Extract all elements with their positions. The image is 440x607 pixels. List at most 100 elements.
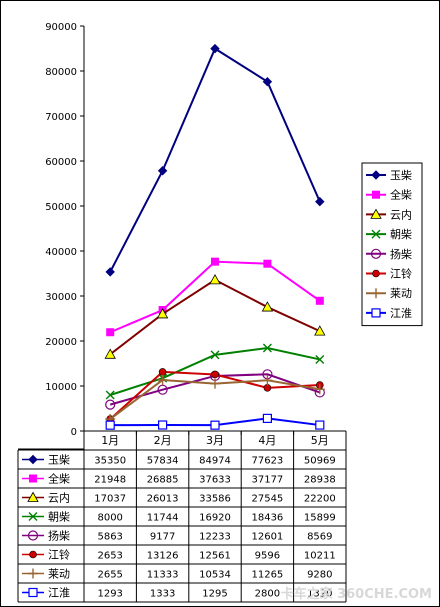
data-label: 1320 <box>307 589 332 600</box>
legend-label: 玉柴 <box>390 168 412 182</box>
data-point <box>211 257 219 266</box>
y-tick-label: 90000 <box>45 22 77 33</box>
table-key-marker <box>27 530 39 541</box>
table-row-label: 江淮 <box>48 587 70 600</box>
data-label: 57834 <box>147 456 179 467</box>
legend-label: 莱动 <box>390 287 412 300</box>
data-point <box>105 390 115 400</box>
data-label: 84974 <box>199 456 231 467</box>
legend-label: 扬柴 <box>390 247 412 261</box>
table-key-marker <box>27 491 39 502</box>
y-tick-label: 10000 <box>45 382 77 393</box>
data-point <box>106 328 115 337</box>
watermark: 卡车之家 360CHE.COM <box>281 586 432 602</box>
data-label: 37177 <box>251 475 283 486</box>
data-label: 26885 <box>147 475 179 486</box>
data-label: 2653 <box>97 551 122 562</box>
legend-swatch-marker <box>370 248 382 259</box>
table-key-marker <box>29 550 37 559</box>
y-tick-label: 70000 <box>45 112 77 123</box>
data-label: 5863 <box>97 532 122 543</box>
data-label: 10534 <box>199 570 231 581</box>
data-point <box>262 343 272 353</box>
x-tick-label: 5月 <box>311 434 329 447</box>
data-label: 1295 <box>202 589 227 600</box>
legend-swatch-marker <box>371 308 381 318</box>
data-point <box>210 378 220 389</box>
table-key-marker <box>28 587 38 598</box>
data-point <box>158 420 168 430</box>
data-point <box>210 420 220 430</box>
legend-label: 全柴 <box>390 188 412 202</box>
data-label: 17037 <box>94 494 126 505</box>
data-point <box>157 166 168 176</box>
data-label: 35350 <box>94 456 126 467</box>
table-key-marker <box>28 454 38 465</box>
data-label: 26013 <box>147 494 179 505</box>
data-label: 1293 <box>97 589 122 600</box>
y-tick-label: 30000 <box>45 292 77 303</box>
table-row-label: 云内 <box>48 491 70 505</box>
table-row-label: 玉柴 <box>48 453 70 467</box>
data-label: 13126 <box>147 551 179 562</box>
data-point <box>314 384 325 395</box>
data-point <box>105 420 115 430</box>
data-label: 9596 <box>255 551 280 562</box>
data-label: 8569 <box>307 532 332 543</box>
table-row-label: 朝柴 <box>48 510 70 524</box>
legend-swatch-marker <box>371 170 381 180</box>
legend-label: 江淮 <box>390 307 412 320</box>
data-label: 16920 <box>199 513 231 524</box>
data-label: 27545 <box>251 494 283 505</box>
legend-swatch-marker <box>370 208 382 219</box>
data-point <box>262 375 273 386</box>
y-tick-label: 0 <box>71 427 77 438</box>
table-row-label: 莱动 <box>48 568 70 581</box>
watermark-text: 卡车之家 360CHE.COM <box>281 586 432 602</box>
y-tick-label: 50000 <box>45 202 77 213</box>
data-label: 9177 <box>150 532 175 543</box>
data-point <box>211 370 219 379</box>
data-point <box>315 296 324 305</box>
data-label: 2655 <box>97 570 122 581</box>
data-point <box>262 413 272 423</box>
data-point <box>263 259 272 268</box>
y-tick-label: 60000 <box>45 157 77 168</box>
data-point <box>105 267 115 277</box>
data-point <box>156 308 169 319</box>
data-point <box>210 350 220 360</box>
legend-swatch-marker <box>372 269 380 278</box>
x-tick-label: 2月 <box>154 434 172 447</box>
y-tick-label: 40000 <box>45 247 77 258</box>
table-key-marker <box>29 474 37 483</box>
legend-swatch-marker <box>371 229 381 239</box>
data-point <box>315 420 325 430</box>
data-point <box>157 384 168 395</box>
legend-label: 朝柴 <box>390 227 412 241</box>
table-key-marker <box>28 568 38 579</box>
data-label: 11333 <box>147 570 179 581</box>
data-label: 21948 <box>94 475 126 486</box>
data-point <box>263 384 272 392</box>
data-label: 50969 <box>304 456 336 467</box>
table-row-label: 江铃 <box>48 548 70 562</box>
data-label: 22200 <box>304 494 336 505</box>
data-point <box>104 348 116 359</box>
y-tick-label: 20000 <box>45 337 77 348</box>
series-lines <box>104 43 326 430</box>
data-point <box>261 301 274 312</box>
data-label: 37633 <box>199 475 231 486</box>
data-label: 28938 <box>304 475 336 486</box>
series-6 <box>105 375 325 425</box>
series-2 <box>104 274 326 359</box>
table-key-marker <box>28 512 38 521</box>
data-point <box>210 43 220 54</box>
series-0 <box>105 43 325 277</box>
data-label: 18436 <box>251 513 283 524</box>
x-tick-label: 1月 <box>101 434 119 447</box>
data-point <box>157 375 168 386</box>
data-label: 11265 <box>251 570 283 581</box>
data-point <box>314 325 326 336</box>
